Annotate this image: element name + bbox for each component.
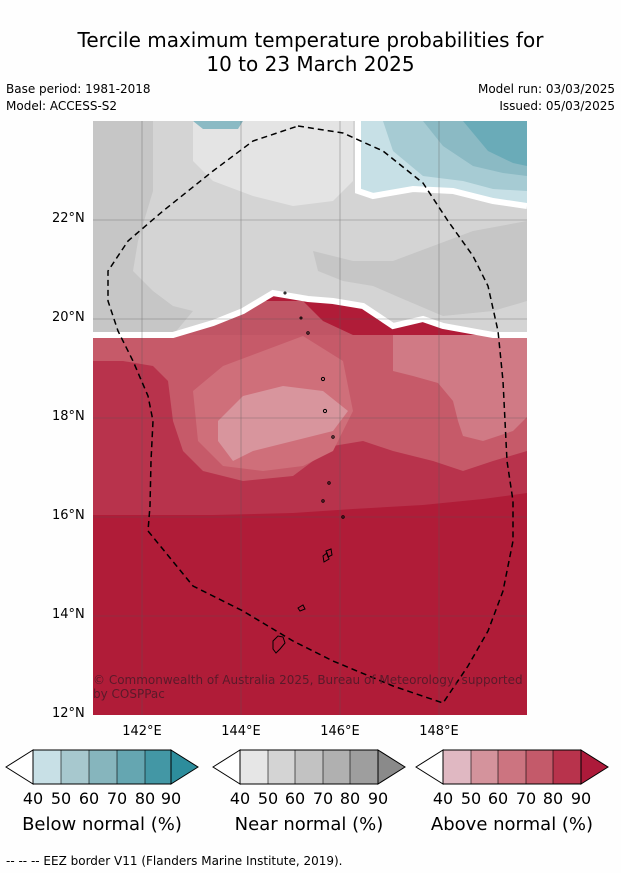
colorbar-above-50 (471, 750, 498, 784)
graticule (93, 121, 527, 715)
near-tick-40: 40 (229, 789, 251, 808)
island-small-4 (327, 481, 331, 485)
above-tick-70: 70 (515, 789, 537, 808)
model-text: Model: ACCESS-S2 (6, 99, 118, 113)
island-small-7 (306, 331, 310, 335)
near-70-region-east (313, 221, 527, 316)
island-tinian (322, 552, 330, 563)
island-small-8 (299, 316, 303, 320)
colorbars (5, 749, 609, 785)
map-canvas (93, 121, 527, 715)
colorbar-above (415, 749, 609, 785)
y-tick-22n: 22°N (52, 211, 85, 226)
near-tick-90: 90 (367, 789, 389, 808)
near-above-boundary (93, 289, 527, 338)
above-tick-50: 50 (460, 789, 482, 808)
y-tick-16n: 16°N (52, 508, 85, 523)
map-title-line1: Tercile maximum temperature probabilitie… (77, 28, 544, 52)
colorbar-above-lower-arrow (415, 749, 444, 785)
below-tick-80: 80 (134, 789, 156, 808)
island-guam (272, 635, 286, 654)
above-tick-60: 60 (487, 789, 509, 808)
colorbar-below-upper-arrow (170, 749, 199, 785)
map-title-line2: 10 to 23 March 2025 (206, 52, 415, 76)
colorbar-below-lower-arrow (5, 749, 34, 785)
y-tick-14n: 14°N (52, 607, 85, 622)
colorbar-above-80 (553, 750, 581, 784)
colorbar-near-50 (268, 750, 295, 784)
near-tick-60: 60 (284, 789, 306, 808)
below-70-region (463, 121, 527, 166)
below-tick-60: 60 (78, 789, 100, 808)
above-normal-label: Above normal (%) (430, 814, 594, 835)
colorbar-below-80 (145, 750, 171, 784)
island-small-2 (322, 408, 328, 414)
islands (272, 291, 345, 654)
x-tick-148e: 148°E (419, 724, 459, 739)
near-tick-50: 50 (257, 789, 279, 808)
y-tick-18n: 18°N (52, 409, 85, 424)
colorbar-near (212, 749, 406, 785)
colorbar-near-lower-arrow (212, 749, 241, 785)
colorbar-near-70 (323, 750, 350, 784)
colorbar-below-40 (33, 750, 61, 784)
x-tick-142e: 142°E (122, 724, 162, 739)
above-50-region (218, 386, 348, 461)
island-saipan (325, 548, 333, 558)
island-small-6 (341, 515, 345, 519)
near-50-region (193, 121, 353, 206)
island-rota (297, 604, 306, 612)
island-small-1 (320, 376, 326, 382)
island-small-5 (331, 435, 335, 439)
below-tick-90: 90 (160, 789, 182, 808)
y-tick-12n: 12°N (52, 706, 85, 721)
base-period-text: Base period: 1981-2018 (6, 82, 151, 96)
near-normal-label: Near normal (%) (234, 814, 384, 835)
colorbar-below (5, 749, 199, 785)
above-60-region-east (393, 335, 527, 441)
below-near-boundary (355, 121, 527, 209)
colorbar-near-60 (295, 750, 323, 784)
probability-map (93, 121, 527, 715)
colorbar-above-60 (498, 750, 526, 784)
x-tick-144e: 144°E (221, 724, 261, 739)
issued-text: Issued: 05/03/2025 (499, 99, 615, 113)
colorbar-above-upper-arrow (580, 749, 609, 785)
island-small-3 (321, 499, 325, 503)
colorbar-near-40 (240, 750, 268, 784)
colorbar-near-upper-arrow (377, 749, 406, 785)
x-tick-146e: 146°E (320, 724, 360, 739)
near-tick-70: 70 (312, 789, 334, 808)
eez-border-note: -- -- -- EEZ border V11 (Flanders Marine… (6, 854, 343, 868)
below-north-patch (193, 121, 243, 129)
near-tick-80: 80 (339, 789, 361, 808)
colorbar-below-50 (61, 750, 89, 784)
y-tick-20n: 20°N (52, 310, 85, 325)
near-70-region-west (93, 121, 193, 335)
below-normal-label: Below normal (%) (22, 814, 182, 835)
colorbar-above-40 (443, 750, 471, 784)
island-small-9 (283, 291, 287, 295)
colorbar-near-80 (350, 750, 378, 784)
colorbar-below-60 (89, 750, 117, 784)
below-tick-50: 50 (50, 789, 72, 808)
model-run-text: Model run: 03/03/2025 (477, 82, 615, 96)
eez-border (107, 125, 514, 704)
above-tick-40: 40 (432, 789, 454, 808)
above-tick-90: 90 (570, 789, 592, 808)
above-tick-80: 80 (542, 789, 564, 808)
colorbar-below-70 (117, 750, 145, 784)
colorbar-above-70 (526, 750, 553, 784)
below-tick-70: 70 (106, 789, 128, 808)
copyright-text: © Commonwealth of Australia 2025, Bureau… (93, 673, 523, 701)
below-tick-40: 40 (22, 789, 44, 808)
